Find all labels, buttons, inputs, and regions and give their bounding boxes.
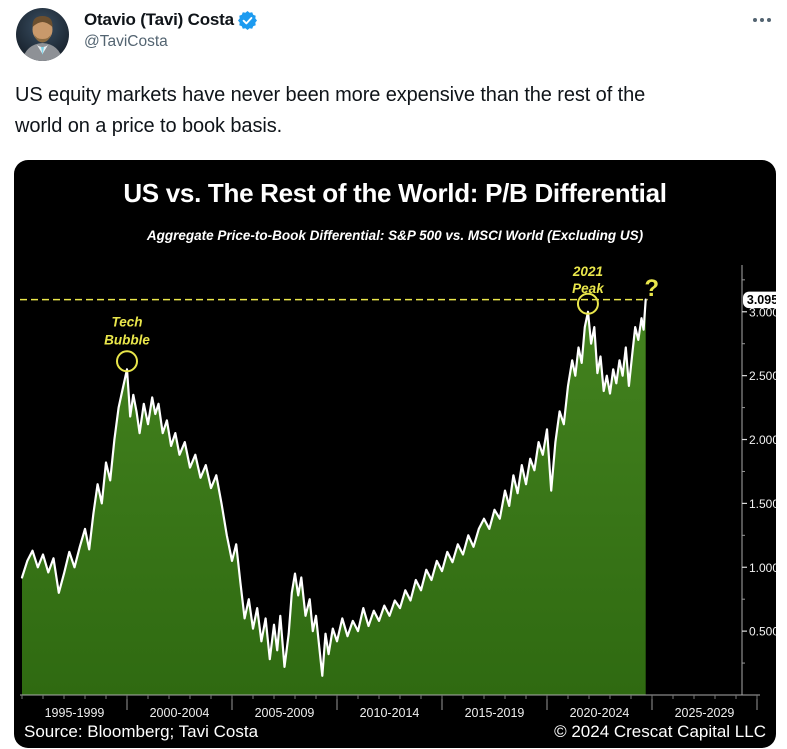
pb-line bbox=[20, 298, 647, 677]
y-tick-label: 1.5000 bbox=[749, 497, 776, 511]
pb-differential-chart: 0.5000 1.0000 1.5000 2.0000 2.5000 3.0000 1995… bbox=[20, 264, 776, 720]
chart-source: Source: Bloomberg; Tavi Costa bbox=[24, 722, 259, 741]
chart-title: US vs. The Rest of the World: P/B Differ… bbox=[123, 178, 667, 208]
peak-2021-circle-marker bbox=[576, 292, 599, 315]
user-names: Otavio (Tavi) Costa @TaviCosta bbox=[84, 10, 257, 51]
x-band-label: 2025-2029 bbox=[675, 706, 735, 720]
current-value-badge bbox=[743, 291, 776, 309]
peak-2021-label: 2021 bbox=[572, 264, 603, 279]
y-tick-label: 0.5000 bbox=[749, 625, 776, 639]
verified-badge-icon bbox=[237, 10, 257, 30]
x-band-label: 2020-2024 bbox=[570, 706, 630, 720]
pb-area-fill bbox=[22, 299, 646, 695]
tech-bubble-circle-marker bbox=[116, 350, 138, 373]
tweet-text: US equity markets have never been more e… bbox=[15, 80, 775, 142]
peak-2021-label: Peak bbox=[572, 281, 605, 296]
chart-image[interactable]: 0.5000 1.0000 1.5000 2.0000 2.5000 3.0000 1995… bbox=[14, 160, 776, 748]
chart-copyright: © 2024 Crescat Capital LLC bbox=[554, 722, 766, 741]
tweet-text-line-1: US equity markets have never been more e… bbox=[15, 84, 646, 106]
more-horizontal-icon[interactable] bbox=[749, 14, 775, 26]
avatar[interactable] bbox=[16, 8, 69, 61]
avatar-image bbox=[16, 8, 69, 61]
display-name[interactable]: Otavio (Tavi) Costa bbox=[84, 10, 234, 29]
x-band-label: 2015-2019 bbox=[465, 706, 525, 720]
x-band-label: 2000-2004 bbox=[150, 706, 210, 720]
user-handle[interactable]: @TaviCosta bbox=[84, 33, 168, 50]
y-tick-label: 1.0000 bbox=[749, 561, 776, 575]
y-tick-label: 2.0000 bbox=[749, 433, 776, 447]
tech-bubble-label: Bubble bbox=[104, 332, 150, 347]
tech-bubble-label: Tech bbox=[111, 314, 142, 329]
x-band-label: 2010-2014 bbox=[360, 706, 420, 720]
x-band-label: 2005-2009 bbox=[255, 706, 315, 720]
tweet-text-line-2: world on a price to book basis. bbox=[15, 115, 283, 137]
current-value-label: 3.0951 bbox=[747, 293, 776, 307]
y-tick-label: 3.0000 bbox=[749, 305, 776, 319]
chart-subtitle: Aggregate Price-to-Book Differential: S&… bbox=[146, 228, 644, 243]
y-tick-label: 2.5000 bbox=[749, 369, 776, 383]
question-mark-annotation: ? bbox=[644, 275, 659, 302]
x-band-label: 1995-1999 bbox=[45, 706, 105, 720]
